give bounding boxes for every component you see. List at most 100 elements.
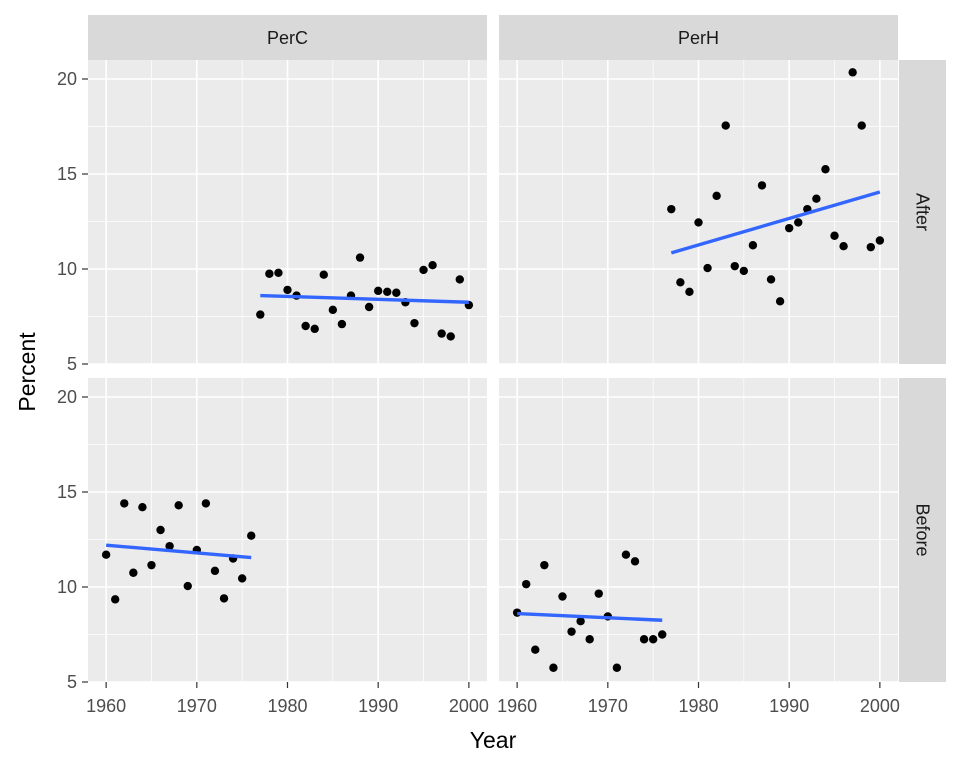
x-tick-label: 1990 xyxy=(358,696,398,716)
strip-perh: PerH xyxy=(499,15,898,60)
data-point xyxy=(757,181,767,190)
trend-line xyxy=(260,293,469,304)
strip-label: After xyxy=(913,193,933,231)
data-point xyxy=(265,269,274,278)
x-axis-title: Year xyxy=(470,727,517,753)
data-point xyxy=(866,242,875,252)
data-point xyxy=(183,581,192,591)
y-tick-label: 20 xyxy=(57,69,77,89)
trend-line xyxy=(670,190,881,255)
data-point xyxy=(712,191,721,201)
x-tick-label: 1960 xyxy=(86,696,126,716)
data-point xyxy=(821,165,830,174)
data-point xyxy=(219,594,229,603)
data-point xyxy=(138,503,147,512)
strip-background xyxy=(499,15,898,60)
data-point xyxy=(237,574,247,583)
x-tick-label: 1960 xyxy=(497,696,537,716)
data-point xyxy=(247,531,256,540)
x-tick-label: 1970 xyxy=(588,696,628,716)
x-tick-label: 1990 xyxy=(769,696,809,716)
data-point xyxy=(328,305,338,315)
data-point xyxy=(201,499,211,508)
data-point xyxy=(621,550,631,559)
data-point xyxy=(364,302,374,312)
strip-after: After xyxy=(899,60,946,364)
y-tick-label: 15 xyxy=(57,482,77,502)
data-point xyxy=(775,297,785,306)
data-point xyxy=(567,627,576,636)
y-tick-label: 20 xyxy=(57,387,77,407)
data-point xyxy=(165,541,174,551)
trend-line xyxy=(105,543,252,560)
data-point xyxy=(383,287,392,296)
data-point xyxy=(283,285,292,295)
data-point xyxy=(147,560,156,570)
y-tick-label: 10 xyxy=(57,577,77,597)
data-point xyxy=(310,324,319,334)
data-point xyxy=(694,218,703,227)
data-point xyxy=(784,223,794,233)
facet-panel-perc-after xyxy=(88,60,487,365)
data-point xyxy=(794,218,803,227)
strips-layer: PerC PerH After Before xyxy=(88,15,946,682)
data-point xyxy=(721,121,730,130)
x-tick-label: 2000 xyxy=(449,696,489,716)
data-point xyxy=(174,501,183,510)
data-point xyxy=(355,253,365,262)
x-tick-label: 1980 xyxy=(678,696,718,716)
data-point xyxy=(594,589,603,598)
axes-layer: 5 10 15 20 5 10 15 20 1960 1970 1980 1990 2000 1960 19… xyxy=(57,69,900,716)
y-axis-title: Percent xyxy=(14,332,40,412)
data-point xyxy=(531,645,540,654)
x-tick-label: 1980 xyxy=(267,696,307,716)
data-point xyxy=(428,261,437,270)
facet-panel-perh-after xyxy=(499,60,898,365)
strip-background xyxy=(899,60,946,364)
data-point xyxy=(830,231,839,240)
data-point xyxy=(812,194,821,203)
data-point xyxy=(703,263,712,273)
data-point xyxy=(419,265,428,275)
x-tick-label: 1970 xyxy=(177,696,217,716)
data-point xyxy=(446,332,455,341)
data-point xyxy=(857,121,866,130)
data-point xyxy=(274,268,283,277)
facet-panel-perh-before xyxy=(499,378,898,683)
strip-label: PerH xyxy=(678,28,719,48)
data-point xyxy=(585,635,594,644)
data-point xyxy=(455,275,464,284)
data-point xyxy=(373,286,383,296)
data-point xyxy=(739,266,749,276)
data-point xyxy=(730,261,739,271)
data-point xyxy=(658,630,667,639)
y-tick-label: 5 xyxy=(67,354,77,374)
facet-panel-perc-before xyxy=(88,378,487,683)
data-point xyxy=(639,635,649,644)
data-point xyxy=(667,204,676,214)
data-point xyxy=(129,568,138,577)
data-point xyxy=(685,287,694,296)
data-point xyxy=(549,663,558,672)
trend-line xyxy=(517,611,663,622)
data-point xyxy=(558,592,567,601)
y-tick-label: 15 xyxy=(57,164,77,184)
data-point xyxy=(156,525,165,535)
data-point xyxy=(612,663,622,672)
data-point xyxy=(101,550,111,559)
data-point xyxy=(111,595,120,604)
data-point xyxy=(337,319,347,329)
data-point xyxy=(875,236,885,245)
data-point xyxy=(630,557,640,566)
x-tick-label: 2000 xyxy=(860,696,900,716)
data-point xyxy=(839,242,848,251)
data-point xyxy=(319,270,328,279)
data-point xyxy=(120,499,129,508)
data-point xyxy=(648,635,658,644)
strip-before: Before xyxy=(899,378,946,682)
data-point xyxy=(676,278,685,287)
data-point xyxy=(848,68,857,77)
y-tick-label: 5 xyxy=(67,672,77,692)
strip-background xyxy=(899,378,946,682)
